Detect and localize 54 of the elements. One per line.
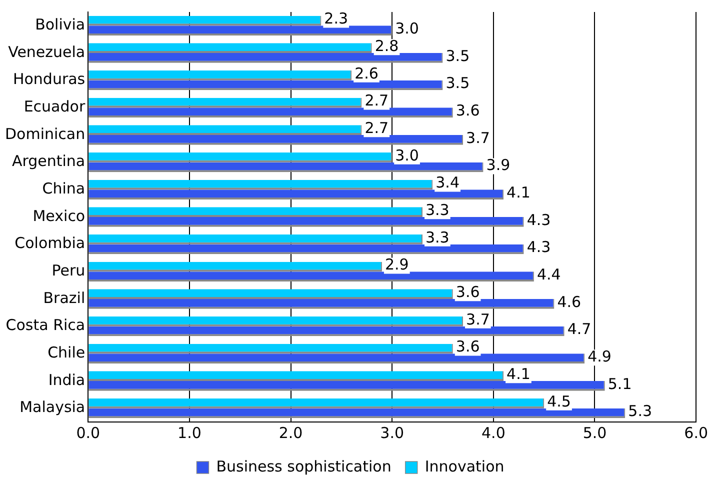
data-label: 3.0 [395,146,419,164]
data-label: 4.4 [536,265,561,284]
y-tick-label: Colombia [14,234,86,252]
y-tick-label: Brazil [43,288,86,307]
data-label: 3.7 [466,310,490,328]
y-tick-label: Mexico [32,206,86,225]
y-tick-label: China [42,180,86,198]
data-label: 4.3 [526,210,551,229]
data-label: 3.6 [456,101,480,120]
data-label: 3.4 [436,174,460,192]
x-tick-label: 3.0 [380,424,404,442]
data-label: 4.9 [588,347,612,366]
data-label: 3.7 [466,128,490,147]
y-tick-label: Venezuela [8,42,86,61]
data-label: 3.9 [486,156,510,174]
y-tick-label: Dominican [4,124,86,143]
data-label: 3.0 [395,19,419,38]
data-label: 3.6 [456,282,480,301]
data-label: 2.7 [364,118,389,137]
x-tick-label: 4.0 [481,424,506,442]
data-label: 5.3 [628,402,652,420]
data-label: 4.7 [567,320,592,338]
x-tick-label: 5.0 [582,424,607,442]
data-label: 4.5 [547,392,571,410]
data-label: 3.5 [446,46,470,65]
y-tick-label: Costa Rica [6,316,86,334]
data-label: 2.9 [384,256,409,274]
data-label: 2.6 [354,64,378,82]
y-tick-label: Honduras [12,70,86,88]
x-tick-label: 1.0 [178,424,202,442]
data-label: 4.1 [506,183,530,202]
x-tick-label: 2.0 [278,424,303,442]
y-tick-label: Bolivia [35,16,86,34]
y-tick-label: India [48,370,86,389]
data-label: 4.3 [526,238,551,256]
x-tick-label: 6.0 [684,424,708,442]
data-label: 3.5 [446,74,470,92]
legend-label: Innovation [424,457,504,476]
y-tick-label: Argentina [12,152,86,170]
y-tick-label: Ecuador [24,98,86,116]
data-label: 2.7 [364,92,389,110]
x-tick-label: 0.0 [76,424,100,442]
data-label: 3.6 [456,338,480,356]
data-label: 3.3 [425,228,450,246]
y-tick-label: Malaysia [20,398,86,416]
data-label: 4.6 [557,292,582,311]
y-tick-label: Chile [48,344,86,362]
y-tick-label: Peru [52,262,86,280]
data-label: 4.1 [506,364,530,383]
data-label: 2.8 [374,36,399,55]
legend-label: Business sophistication [216,457,392,476]
data-label: 2.3 [324,10,348,28]
data-label: 3.3 [425,200,450,219]
data-label: 5.1 [608,374,632,393]
